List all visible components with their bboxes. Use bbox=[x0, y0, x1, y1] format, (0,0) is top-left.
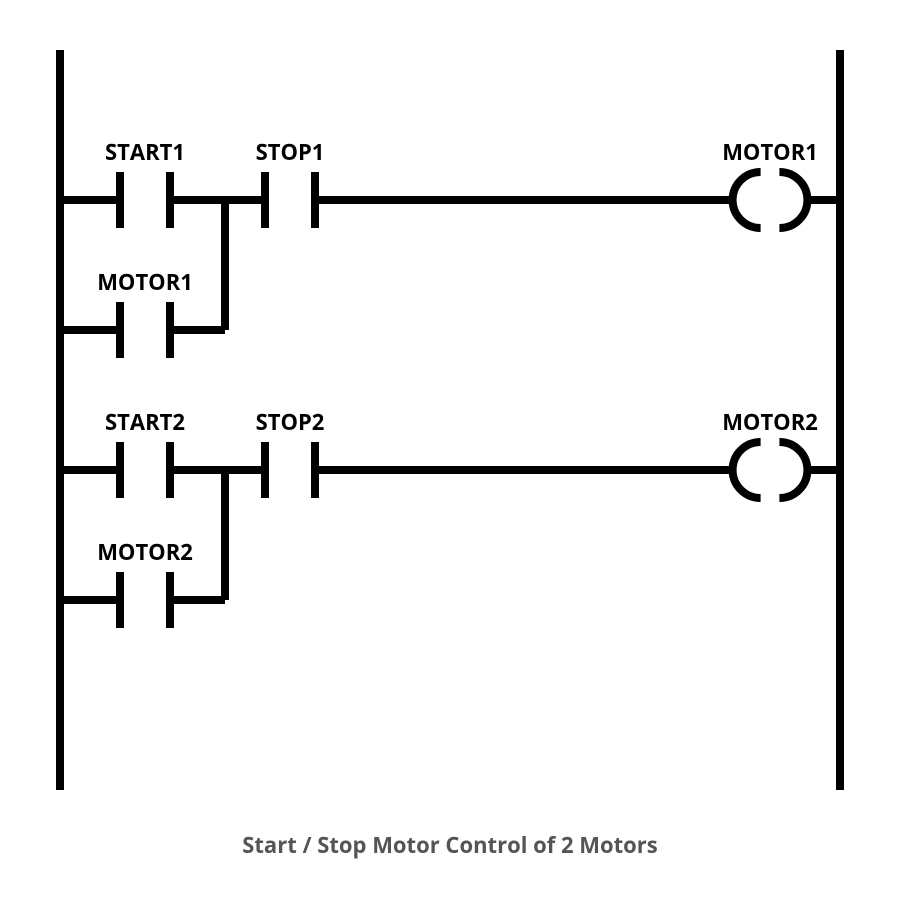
diagram-caption: Start / Stop Motor Control of 2 Motors bbox=[242, 830, 658, 860]
rung0-el2-arc-right bbox=[779, 172, 807, 228]
rung1-el2-label: MOTOR2 bbox=[722, 407, 818, 437]
rung0-branch-el0-label: MOTOR1 bbox=[97, 267, 193, 297]
rung0-el2-label: MOTOR1 bbox=[722, 137, 818, 167]
rung0-el1-label: STOP1 bbox=[256, 137, 325, 167]
rung0-el0-label: START1 bbox=[105, 137, 185, 167]
rung1-el1-label: STOP2 bbox=[256, 407, 325, 437]
rung1-el2-arc-right bbox=[779, 442, 807, 498]
rung1-branch-el0-label: MOTOR2 bbox=[97, 537, 193, 567]
rung1-el0-label: START2 bbox=[105, 407, 185, 437]
rung0-el2-arc-left bbox=[733, 172, 761, 228]
rung1-el2-arc-left bbox=[733, 442, 761, 498]
ladder-diagram: START1 STOP1 MOTOR1 MOTOR1 START2 STOP2 MOTOR2… bbox=[0, 0, 900, 900]
